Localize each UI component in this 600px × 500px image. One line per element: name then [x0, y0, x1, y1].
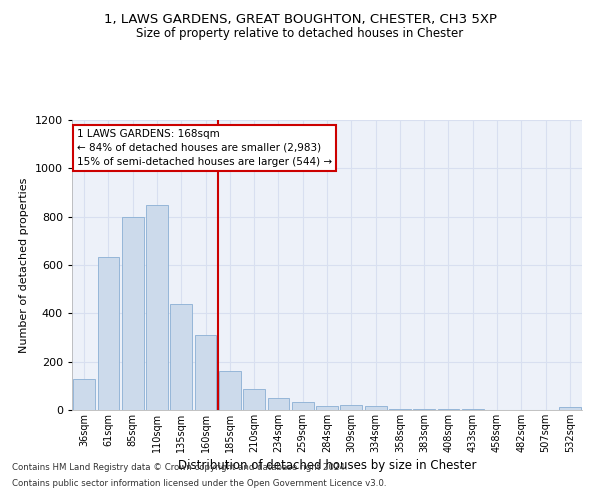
Bar — [122, 216, 143, 410]
Bar — [194, 335, 217, 410]
Bar — [170, 304, 192, 410]
Bar — [316, 406, 338, 410]
Text: 1, LAWS GARDENS, GREAT BOUGHTON, CHESTER, CH3 5XP: 1, LAWS GARDENS, GREAT BOUGHTON, CHESTER… — [104, 12, 497, 26]
Bar — [219, 372, 241, 410]
Text: Contains public sector information licensed under the Open Government Licence v3: Contains public sector information licen… — [12, 478, 386, 488]
Bar — [97, 256, 119, 410]
Y-axis label: Number of detached properties: Number of detached properties — [19, 178, 29, 352]
Bar — [365, 406, 386, 410]
Bar — [292, 402, 314, 410]
Bar — [243, 390, 265, 410]
Bar — [73, 378, 95, 410]
Text: 1 LAWS GARDENS: 168sqm
← 84% of detached houses are smaller (2,983)
15% of semi-: 1 LAWS GARDENS: 168sqm ← 84% of detached… — [77, 128, 332, 166]
Bar — [146, 204, 168, 410]
X-axis label: Distribution of detached houses by size in Chester: Distribution of detached houses by size … — [178, 459, 476, 472]
Text: Size of property relative to detached houses in Chester: Size of property relative to detached ho… — [136, 28, 464, 40]
Bar — [268, 398, 289, 410]
Text: Contains HM Land Registry data © Crown copyright and database right 2024.: Contains HM Land Registry data © Crown c… — [12, 464, 347, 472]
Bar — [413, 409, 435, 410]
Bar — [340, 405, 362, 410]
Bar — [437, 409, 460, 410]
Bar — [389, 409, 411, 410]
Bar — [559, 407, 581, 410]
